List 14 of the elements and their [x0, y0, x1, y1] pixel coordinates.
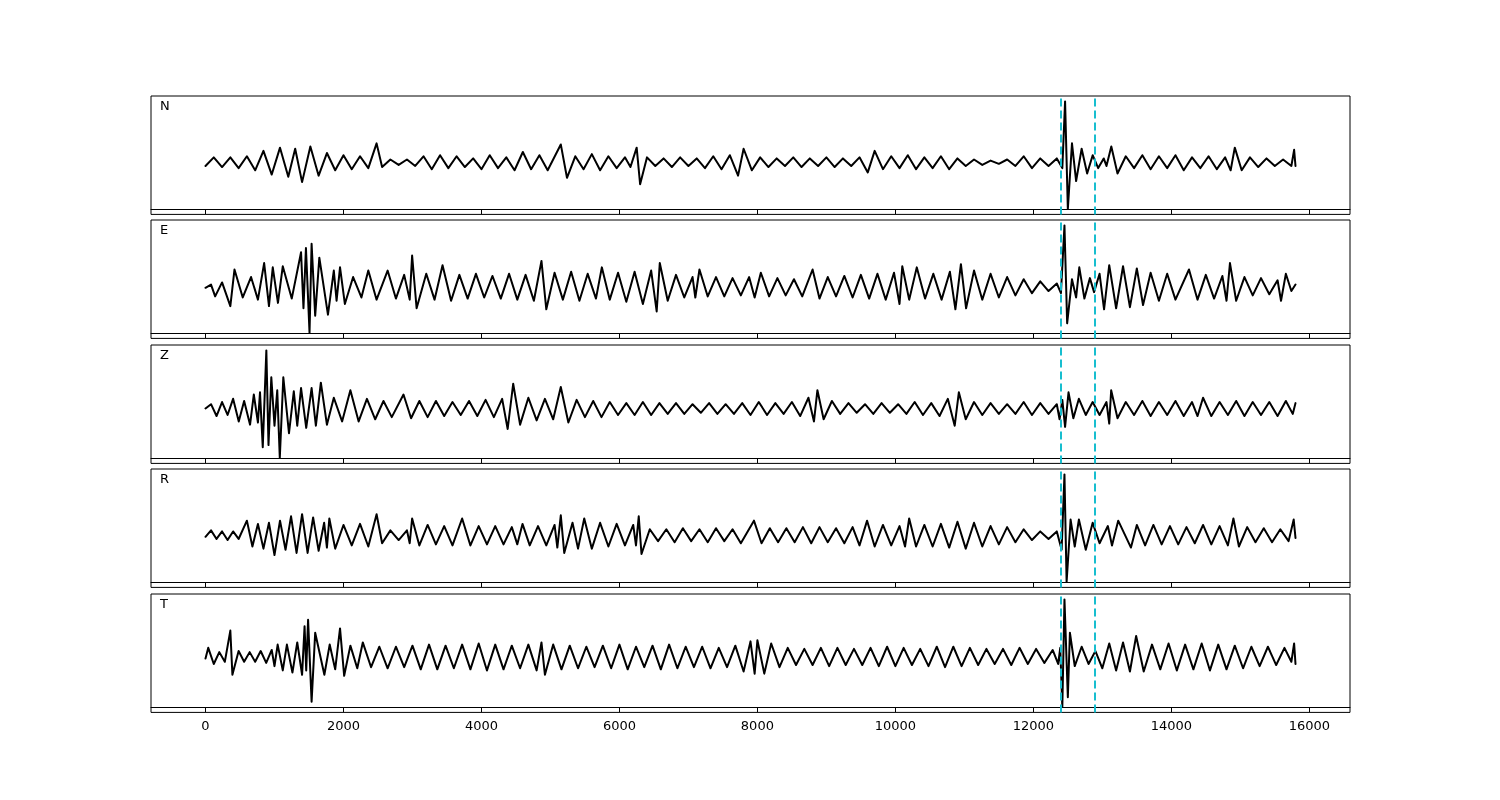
x-tick-label: 14000 — [1150, 717, 1192, 733]
x-tick-label: 12000 — [1012, 717, 1055, 733]
chart-title: N — [160, 98, 170, 113]
chart-title: Z — [160, 346, 169, 362]
x-tick-label: 10000 — [874, 717, 917, 733]
x-tick-label: 0 — [201, 717, 210, 733]
x-tick-label: 8000 — [740, 717, 774, 733]
chart-title: T — [159, 595, 168, 611]
x-tick-label: 2000 — [326, 717, 361, 733]
chart-title: R — [160, 471, 170, 487]
x-tick-label: 16000 — [1288, 717, 1330, 733]
x-tick-label: 6000 — [602, 717, 636, 733]
x-tick-label: 4000 — [464, 717, 498, 733]
chart-title: E — [160, 222, 169, 238]
